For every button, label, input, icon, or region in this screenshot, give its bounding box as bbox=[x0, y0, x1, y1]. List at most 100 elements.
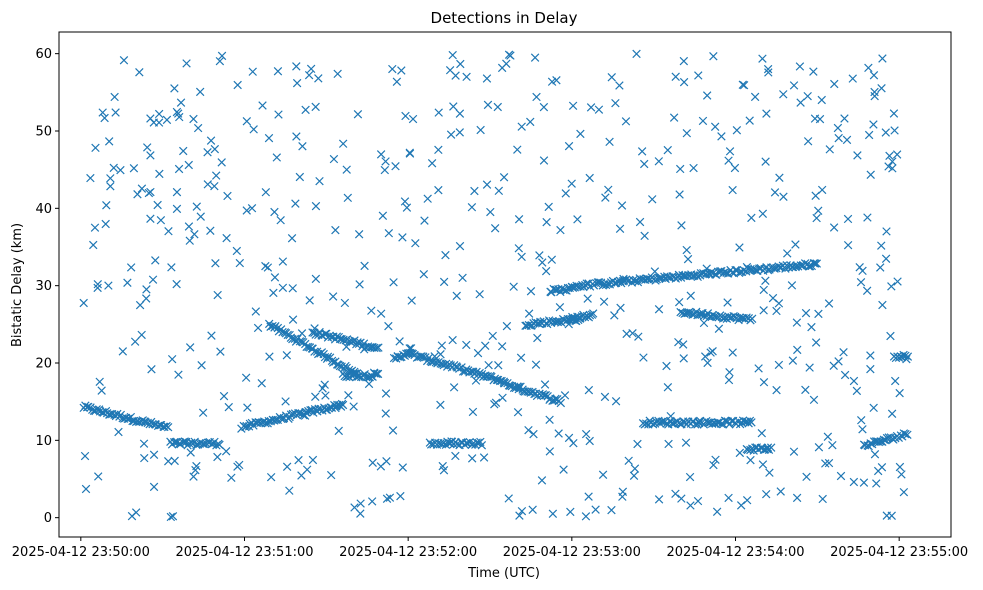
clutter-point bbox=[839, 347, 848, 357]
clutter-point bbox=[274, 110, 283, 119]
clutter-point bbox=[119, 56, 129, 65]
track-point bbox=[903, 430, 912, 440]
clutter-point bbox=[803, 137, 813, 146]
clutter-point bbox=[497, 63, 507, 73]
clutter-point bbox=[814, 206, 823, 215]
clutter-point bbox=[598, 470, 608, 479]
clutter-point bbox=[888, 157, 897, 166]
clutter-point bbox=[864, 130, 874, 140]
clutter-point bbox=[633, 439, 642, 449]
clutter-point bbox=[176, 98, 186, 107]
clutter-point bbox=[584, 385, 594, 395]
clutter-point bbox=[892, 150, 902, 159]
track-point bbox=[796, 261, 805, 270]
clutter-point bbox=[829, 223, 839, 232]
clutter-point bbox=[391, 161, 400, 171]
clutter-point bbox=[227, 473, 236, 483]
clutter-point bbox=[639, 353, 648, 362]
track-point bbox=[588, 309, 598, 318]
clutter-point bbox=[792, 493, 802, 503]
clutter-point bbox=[870, 87, 879, 97]
clutter-point bbox=[436, 400, 445, 410]
clutter-point bbox=[163, 457, 173, 466]
clutter-point bbox=[141, 294, 151, 303]
clutter-point bbox=[825, 145, 834, 154]
clutter-point bbox=[481, 341, 490, 350]
clutter-point bbox=[683, 254, 693, 264]
clutter-point bbox=[97, 386, 106, 395]
clutter-point bbox=[761, 276, 770, 286]
clutter-point bbox=[278, 283, 288, 293]
clutter-point bbox=[287, 234, 297, 243]
clutter-point bbox=[591, 505, 600, 514]
clutter-point bbox=[852, 386, 862, 396]
clutter-point bbox=[840, 114, 849, 123]
track-point bbox=[483, 372, 493, 381]
clutter-point bbox=[611, 98, 620, 108]
clutter-point bbox=[243, 403, 252, 412]
track-point bbox=[215, 440, 224, 450]
clutter-point bbox=[388, 64, 397, 74]
clutter-point bbox=[735, 448, 745, 458]
clutter-point bbox=[376, 462, 386, 471]
clutter-point bbox=[772, 385, 781, 395]
clutter-point bbox=[709, 52, 718, 61]
clutter-point bbox=[830, 79, 839, 89]
clutter-point bbox=[671, 72, 680, 82]
clutter-point bbox=[866, 170, 875, 180]
track-point bbox=[184, 439, 194, 448]
clutter-point bbox=[270, 273, 280, 282]
clutter-point bbox=[354, 230, 364, 239]
clutter-point bbox=[728, 185, 737, 195]
clutter-point bbox=[513, 407, 523, 417]
clutter-point bbox=[497, 342, 507, 351]
clutter-point bbox=[834, 357, 843, 366]
clutter-point bbox=[679, 354, 688, 363]
clutter-point bbox=[342, 342, 351, 351]
clutter-point bbox=[304, 70, 314, 80]
clutter-point bbox=[869, 120, 878, 129]
clutter-point bbox=[219, 391, 229, 401]
clutter-point bbox=[146, 114, 155, 123]
clutter-point bbox=[630, 464, 640, 473]
clutter-point bbox=[154, 109, 164, 119]
clutter-point bbox=[381, 389, 391, 398]
clutter-point bbox=[654, 495, 664, 504]
clutter-point bbox=[872, 479, 881, 488]
clutter-point bbox=[367, 306, 376, 315]
clutter-point bbox=[402, 203, 412, 212]
clutter-point bbox=[195, 87, 205, 97]
clutter-point bbox=[662, 361, 671, 371]
clutter-point bbox=[812, 213, 821, 223]
clutter-point bbox=[817, 95, 826, 105]
clutter-point bbox=[483, 100, 493, 110]
clutter-point bbox=[789, 447, 799, 456]
clutter-point bbox=[427, 159, 437, 168]
clutter-point bbox=[264, 133, 274, 143]
clutter-point bbox=[408, 114, 418, 124]
clutter-point bbox=[842, 135, 852, 145]
clutter-point bbox=[185, 343, 195, 352]
clutter-point bbox=[281, 397, 290, 406]
clutter-point bbox=[198, 408, 208, 417]
clutter-point bbox=[151, 256, 160, 265]
clutter-point bbox=[369, 368, 379, 377]
clutter-point bbox=[203, 180, 213, 189]
clutter-point bbox=[398, 463, 408, 472]
clutter-point bbox=[451, 71, 460, 80]
clutter-point bbox=[400, 197, 410, 206]
clutter-point bbox=[694, 71, 703, 80]
clutter-point bbox=[581, 512, 591, 521]
track-point bbox=[513, 382, 522, 391]
clutter-point bbox=[818, 494, 827, 504]
clutter-point bbox=[376, 309, 386, 318]
clutter-point bbox=[451, 451, 460, 461]
clutter-point bbox=[732, 125, 742, 135]
clutter-point bbox=[584, 492, 593, 501]
clutter-point bbox=[311, 201, 321, 211]
clutter-point bbox=[174, 370, 183, 379]
track-point bbox=[504, 381, 514, 390]
clutter-point bbox=[895, 388, 904, 398]
track-point bbox=[163, 422, 173, 432]
track-point bbox=[354, 371, 364, 381]
